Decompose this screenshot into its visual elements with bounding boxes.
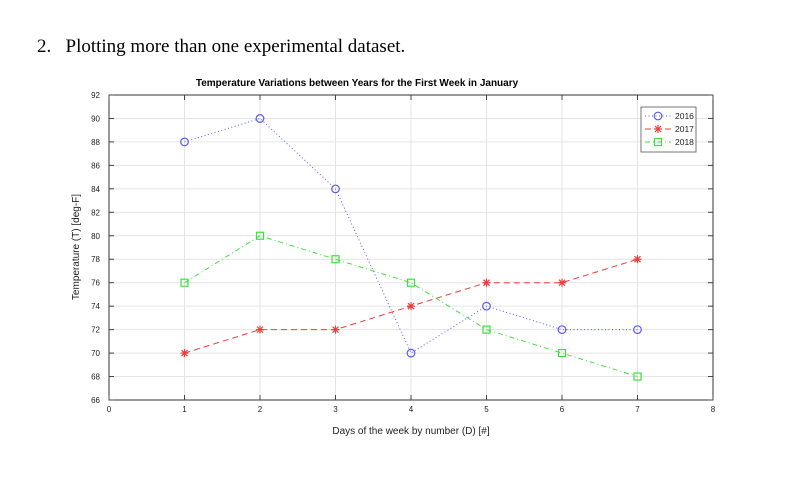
legend-item-2016: 2016 — [645, 111, 694, 121]
series-2017 — [180, 255, 642, 358]
grid-lines — [109, 95, 713, 400]
legend-label: 2016 — [675, 111, 694, 121]
square-marker — [633, 372, 642, 381]
circle-marker — [482, 301, 491, 311]
data-series — [180, 114, 642, 381]
x-tick-label: 0 — [107, 405, 112, 414]
y-tick-label: 78 — [91, 255, 100, 264]
circle-marker — [255, 114, 265, 123]
series-2018 — [180, 231, 642, 381]
x-tick-label: 6 — [560, 405, 565, 414]
y-tick-label: 84 — [91, 185, 100, 194]
y-tick-label: 66 — [91, 396, 100, 405]
x-axis-label: Days of the week by number (D) [#] — [332, 426, 490, 437]
legend-item-2018: 2018 — [645, 137, 694, 147]
asterisk-marker — [331, 325, 340, 334]
section-heading: 2. Plotting more than one experimental d… — [37, 36, 406, 57]
asterisk-marker — [407, 302, 415, 311]
square-marker — [482, 325, 491, 334]
square-marker — [653, 137, 663, 147]
series-2016 — [180, 114, 642, 358]
y-tick-label: 82 — [91, 208, 100, 217]
y-tick-label: 74 — [91, 302, 100, 311]
x-tick-label: 8 — [711, 405, 716, 414]
square-marker — [180, 278, 189, 287]
circle-marker — [180, 137, 189, 147]
legend-item-2017: 2017 — [645, 124, 694, 134]
y-tick-label: 90 — [91, 114, 100, 123]
asterisk-marker — [180, 349, 189, 358]
square-marker — [406, 278, 416, 287]
chart-title: Temperature Variations between Years for… — [196, 78, 519, 89]
circle-marker — [633, 325, 642, 335]
x-tick-label: 4 — [409, 405, 414, 414]
square-marker — [331, 255, 340, 264]
x-tick-label: 2 — [258, 405, 263, 414]
y-tick-label: 92 — [91, 91, 100, 100]
y-axis-label: Temperature (T) [deg-F] — [71, 194, 82, 300]
circle-marker — [406, 348, 416, 358]
circle-marker — [557, 325, 567, 335]
y-tick-label: 88 — [91, 138, 100, 147]
x-tick-label: 3 — [333, 405, 338, 414]
y-tick-label: 72 — [91, 326, 100, 335]
asterisk-marker — [482, 278, 491, 287]
square-marker — [255, 231, 265, 240]
y-tick-label: 76 — [91, 279, 100, 288]
chart-legend: 2016 2017 2018 — [640, 106, 697, 153]
x-tick-label: 7 — [635, 405, 640, 414]
legend-label: 2017 — [675, 124, 694, 134]
y-tick-label: 86 — [91, 161, 100, 170]
circle-marker — [331, 184, 340, 194]
x-tick-label: 1 — [182, 405, 187, 414]
x-tick-label: 5 — [484, 405, 489, 414]
y-tick-label: 80 — [91, 232, 100, 241]
asterisk-marker — [256, 325, 264, 334]
asterisk-marker — [633, 255, 642, 264]
legend-label: 2018 — [675, 137, 694, 147]
y-tick-label: 68 — [91, 373, 100, 382]
asterisk-marker — [558, 278, 566, 287]
y-tick-label: 70 — [91, 349, 100, 358]
circle-marker — [653, 111, 663, 121]
asterisk-marker — [654, 125, 662, 133]
square-marker — [557, 348, 567, 358]
